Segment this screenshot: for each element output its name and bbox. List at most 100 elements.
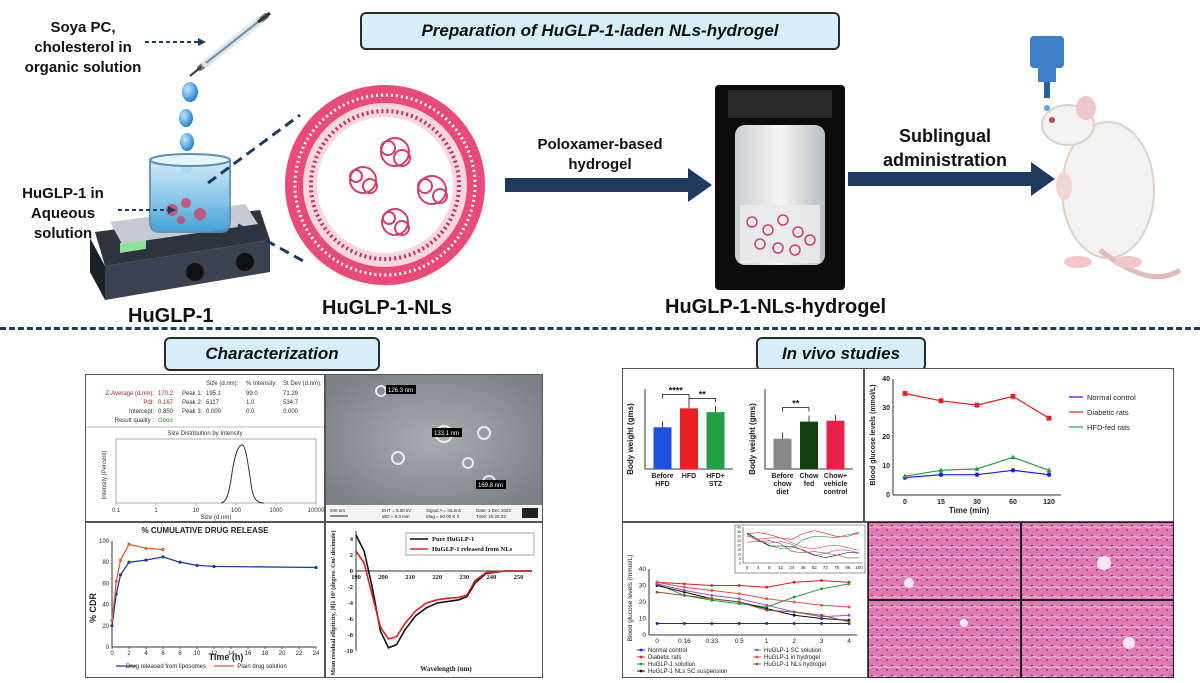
- cdr-xtick-label: 18: [262, 651, 269, 657]
- dls-result-label: Result quality :: [115, 418, 155, 424]
- timecourse-inset-xtick-label: 12: [778, 565, 784, 570]
- dls-ylabel: Intensity (Percent): [102, 451, 108, 500]
- timecourse-xtick-label: 0: [655, 638, 659, 645]
- timecourse-inset-ytick-label: 35: [737, 530, 741, 534]
- cdr-point: [118, 558, 123, 562]
- glucose-ylabel: Blood glucose levels (mmol/L): [870, 384, 877, 485]
- characterization-title: Characterization: [205, 344, 339, 363]
- dls-header-size: Size (d.nm):: [206, 381, 239, 387]
- timecourse-xtick-label: 0.33: [706, 638, 719, 645]
- glucose-ytick-label: 30: [882, 405, 890, 412]
- syringe-icon: [189, 11, 271, 77]
- cdr-xtick-label: 14: [228, 651, 235, 657]
- bodyweight-panel: Body weight (gms) Before HFD HFD HFD+ STZ ***…: [622, 368, 864, 522]
- timecourse-ytick-label: 20: [639, 599, 647, 606]
- dls-row1-label: PdI:: [143, 400, 154, 406]
- timecourse-legend-label: HuGLP-1 NLs SC suspension: [648, 669, 727, 675]
- timecourse-ylabel: Blood glucose levels (mmol/L): [627, 555, 634, 642]
- timecourse-inset-xtick-label: 8: [768, 565, 771, 570]
- timecourse-inset-xtick-label: 52: [812, 565, 818, 570]
- bw2-ylabel: Body weight (gms): [748, 403, 757, 475]
- cdr-ytick-label: 20: [102, 624, 109, 630]
- timecourse-inset-ytick-label: 40: [737, 526, 741, 530]
- cd-ytick-label: -10: [344, 648, 353, 655]
- cd-legend-2: HuGLP-1 released from NLs: [432, 546, 513, 553]
- cdr-point: [110, 624, 114, 628]
- cdr-point: [118, 573, 123, 577]
- timecourse-point: [792, 580, 796, 584]
- dropper-bottle-icon: [1030, 36, 1064, 111]
- timecourse-inset-line: [746, 533, 860, 558]
- cd-ytick-label: 0: [350, 568, 353, 575]
- dls-row0-stdev: 71.29: [283, 391, 299, 397]
- timecourse-legend-marker: [639, 662, 643, 666]
- glucose-xtick-label: 60: [1009, 499, 1017, 506]
- glucose-xtick-label: 30: [973, 499, 981, 506]
- timecourse-point: [655, 590, 659, 594]
- cdr-ytick-label: 80: [102, 560, 109, 566]
- preparation-artwork: [90, 11, 1182, 300]
- bw2-category-label: fed: [804, 481, 815, 488]
- timecourse-point: [655, 580, 659, 584]
- timecourse-legend-label: HuGLP-1 NLs hydrogel: [764, 662, 826, 668]
- timecourse-point: [820, 622, 823, 625]
- glucose-point: [1046, 472, 1052, 477]
- timecourse-chart: Blood glucose levels (mmol/L) 0102030400…: [627, 524, 866, 675]
- nls-label: HuGLP-1-NLs: [322, 297, 452, 319]
- cdr-point: [127, 542, 131, 546]
- timecourse-xtick-label: 2: [792, 638, 796, 645]
- glucose-point: [974, 402, 980, 408]
- arrow-to-rat: [848, 162, 1055, 196]
- timecourse-inset-line: [746, 534, 860, 557]
- cdr-legend-2: Plain drug solution: [237, 664, 286, 670]
- timecourse-point: [710, 584, 714, 587]
- zoom-line-top: [207, 113, 301, 185]
- cd-xlabel: Wavelength (nm): [420, 665, 472, 673]
- timecourse-series-line-6: [656, 581, 850, 608]
- cdr-ytick-label: 40: [102, 603, 109, 609]
- timecourse-point: [792, 613, 796, 617]
- dls-row0-intensity: 99.0: [246, 391, 258, 397]
- timecourse-point: [820, 613, 823, 617]
- cdr-series-line-1: [111, 556, 317, 626]
- timecourse-point: [847, 613, 851, 617]
- cdr-point: [110, 618, 114, 623]
- glucose-point: [938, 472, 944, 477]
- cdr-series-line-2: [111, 543, 164, 621]
- dls-row2-intensity: 0.0: [246, 409, 255, 415]
- cdr-xtick-label: 12: [211, 651, 218, 657]
- timecourse-inset-ytick-label: 10: [737, 553, 741, 557]
- cd-ytick-label: -6: [348, 616, 354, 623]
- timecourse-xtick-label: 1: [765, 638, 769, 645]
- timecourse-ytick-label: 40: [639, 566, 647, 573]
- glucose-point: [938, 398, 944, 404]
- timecourse-xtick-label: 3: [820, 638, 824, 645]
- cdr-xtick-label: 20: [279, 651, 286, 657]
- cdr-xtick-label: 0: [110, 651, 114, 657]
- timecourse-inset-line: [746, 532, 860, 549]
- cdr-xtick-label: 22: [296, 651, 303, 657]
- bw1-sig-bracket: [662, 393, 690, 399]
- timecourse-xtick-label: 4: [847, 638, 851, 645]
- bw1-sig-label: **: [699, 389, 707, 399]
- glucose-point: [1010, 394, 1016, 399]
- cd-series-line-2: [355, 550, 532, 640]
- dls-row2-peak: Peak 3:: [182, 409, 203, 415]
- timecourse-point: [820, 579, 823, 582]
- cdr-xtick-label: 4: [144, 651, 148, 657]
- histology-image-1: [869, 523, 1020, 599]
- timecourse-point: [710, 589, 714, 592]
- cdr-ytick-label: 100: [99, 539, 110, 545]
- bw2-category-label: Chow: [799, 473, 819, 480]
- cdr-xtick-label: 6: [161, 651, 165, 657]
- dls-xlabel: Size (d.nm): [201, 515, 232, 521]
- preparation-banner: Preparation of HuGLP-1-laden NLs-hydroge…: [360, 12, 840, 50]
- dls-xtick-label: 10: [193, 508, 200, 514]
- cdr-point: [161, 555, 165, 559]
- timecourse-point: [792, 610, 796, 614]
- bw2-category-label: control: [824, 489, 848, 496]
- timecourse-point: [737, 597, 741, 601]
- timecourse-inset-xtick-label: 96: [845, 565, 851, 570]
